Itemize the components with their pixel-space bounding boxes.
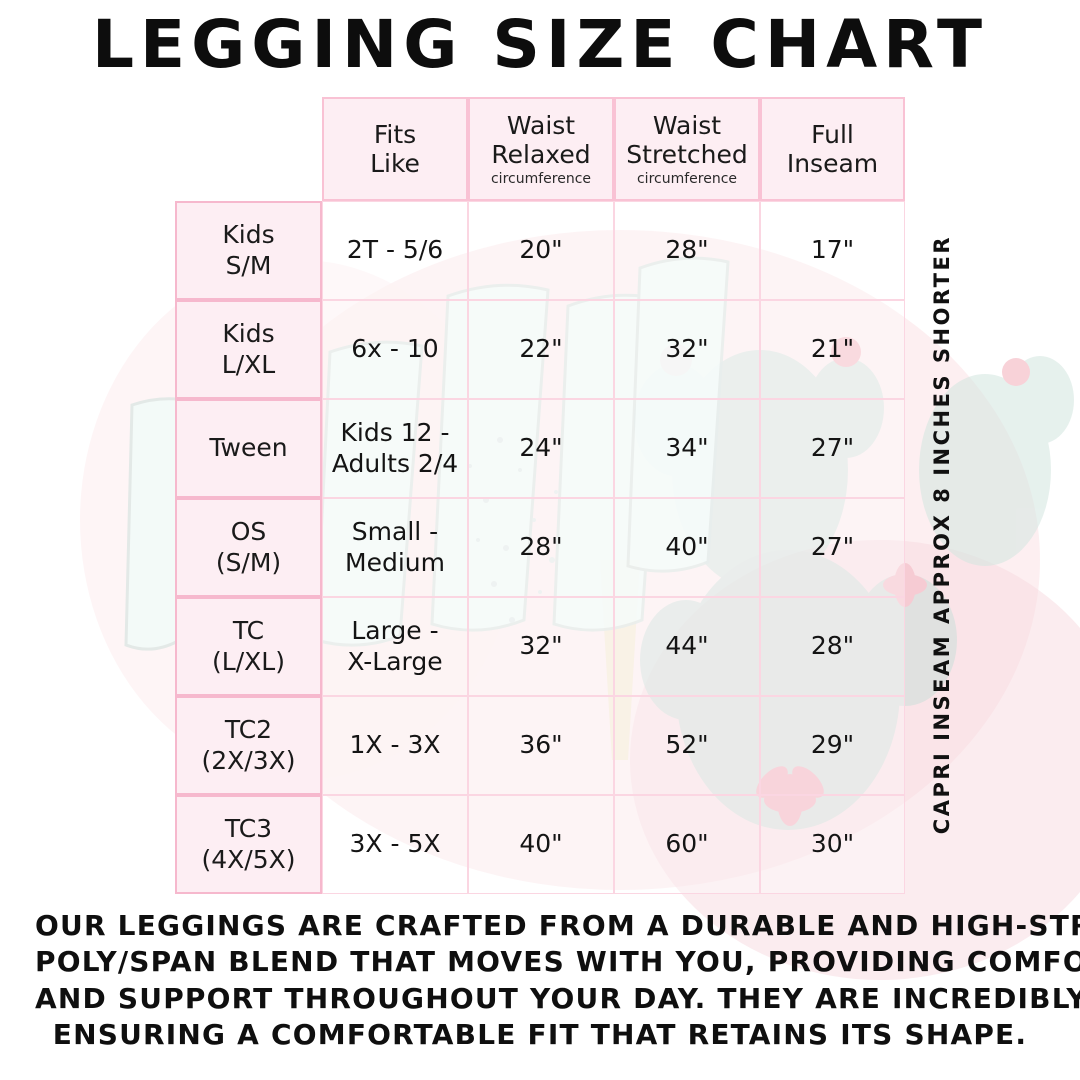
cell-fits-like: Large - X-Large [322,597,468,696]
row-size-label: Tween [175,399,322,498]
size-label-line-1: Kids [222,220,275,249]
cell-fits-like: 3X - 5X [322,795,468,894]
row-size-label: OS (S/M) [175,498,322,597]
cell-full-inseam: 27" [760,498,905,597]
cell-waist-relaxed: 28" [468,498,614,597]
fits-line-1: Kids 12 - [340,418,450,447]
column-header-waist-stretched: Waist Stretched circumference [614,97,760,201]
row-size-label: TC (L/XL) [175,597,322,696]
header-subtext: circumference [490,170,592,187]
size-label-line-1: OS [230,517,267,546]
footer-line-1: OUR LEGGINGS ARE CRAFTED FROM A DURABLE … [35,909,1080,942]
size-label-line-1: Kids [222,319,275,348]
fits-line-2: Medium [345,547,445,577]
header-line-2: Inseam [786,149,879,178]
cell-full-inseam: 29" [760,696,905,795]
size-label-line-1: TC [232,616,265,645]
cell-full-inseam: 27" [760,399,905,498]
cell-full-inseam: 21" [760,300,905,399]
fits-line-1: 6x - 10 [351,334,439,364]
size-label-line-1: TC3 [224,814,273,843]
header-subtext: circumference [636,170,738,187]
cell-waist-stretched: 44" [614,597,760,696]
size-label-line-2: (4X/5X) [201,844,296,874]
fits-line-1: 3X - 5X [349,829,441,859]
table-row: Kids L/XL 6x - 10 22" 32" 21" [175,300,905,399]
capri-inseam-note: CAPRI INSEAM APPROX 8 INCHES SHORTER [916,235,968,834]
row-size-label: TC2 (2X/3X) [175,696,322,795]
cell-waist-stretched: 60" [614,795,760,894]
capri-inseam-note-text: CAPRI INSEAM APPROX 8 INCHES SHORTER [930,235,954,835]
cell-full-inseam: 17" [760,201,905,300]
footer-line-2: POLY/SPAN BLEND THAT MOVES WITH YOU, PRO… [35,945,1080,979]
page-title: LEGGING SIZE CHART [91,6,989,83]
row-size-label: TC3 (4X/5X) [175,795,322,894]
size-label-line-2: (2X/3X) [201,745,296,775]
header-line-1: Waist [652,110,722,140]
column-header-fits-like: Fits Like [322,97,468,201]
column-header-waist-relaxed: Waist Relaxed circumference [468,97,614,201]
cell-fits-like: 1X - 3X [322,696,468,795]
table-header-row: Fits Like Waist Relaxed circumference Wa… [175,97,905,201]
table-row: Tween Kids 12 - Adults 2/4 24" 34" 27" [175,399,905,498]
table-row: Kids S/M 2T - 5/6 20" 28" 17" [175,201,905,300]
cell-waist-stretched: 28" [614,201,760,300]
fits-line-2: Adults 2/4 [331,448,459,478]
fits-line-2: X-Large [347,646,443,676]
cell-waist-relaxed: 36" [468,696,614,795]
size-label-line-1: Tween [209,433,288,463]
cell-waist-stretched: 32" [614,300,760,399]
cell-fits-like: Kids 12 - Adults 2/4 [322,399,468,498]
header-line-2: Relaxed [491,140,591,170]
corner-cell [175,97,322,201]
fits-line-1: Small - [351,517,439,546]
cell-full-inseam: 30" [760,795,905,894]
cell-waist-stretched: 52" [614,696,760,795]
footer-line-3: AND SUPPORT THROUGHOUT YOUR DAY. THEY AR… [35,981,1080,1015]
cell-waist-stretched: 40" [614,498,760,597]
size-label-line-2: S/M [225,250,272,280]
cell-waist-relaxed: 22" [468,300,614,399]
header-line-2: Like [370,149,420,178]
fits-line-1: Large - [351,616,439,645]
table-row: TC (L/XL) Large - X-Large 32" 44" 28" [175,597,905,696]
cell-waist-relaxed: 40" [468,795,614,894]
cell-fits-like: Small - Medium [322,498,468,597]
cell-waist-stretched: 34" [614,399,760,498]
legging-size-chart-table: Fits Like Waist Relaxed circumference Wa… [175,97,905,894]
size-label-line-2: (S/M) [215,547,282,577]
row-size-label: Kids L/XL [175,300,322,399]
size-label-line-2: L/XL [221,349,276,379]
table-row: OS (S/M) Small - Medium 28" 40" 27" [175,498,905,597]
column-header-full-inseam: Full Inseam [760,97,905,201]
footer-line-4: ENSURING A COMFORTABLE FIT THAT RETAINS … [52,1018,1028,1052]
header-line-2: Stretched [626,140,748,170]
header-line-1: Fits [373,119,417,149]
table-row: TC2 (2X/3X) 1X - 3X 36" 52" 29" [175,696,905,795]
size-label-line-1: TC2 [224,715,273,744]
fits-line-1: 1X - 3X [349,730,441,760]
cell-full-inseam: 28" [760,597,905,696]
table-row: TC3 (4X/5X) 3X - 5X 40" 60" 30" [175,795,905,894]
row-size-label: Kids S/M [175,201,322,300]
footer-description: OUR LEGGINGS ARE CRAFTED FROM A DURABLE … [35,908,1080,1054]
header-line-1: Waist [506,110,576,140]
cell-waist-relaxed: 20" [468,201,614,300]
cell-fits-like: 6x - 10 [322,300,468,399]
cell-waist-relaxed: 32" [468,597,614,696]
header-line-1: Full [811,119,854,149]
cell-waist-relaxed: 24" [468,399,614,498]
fits-line-1: 2T - 5/6 [346,235,444,265]
cell-fits-like: 2T - 5/6 [322,201,468,300]
size-label-line-2: (L/XL) [212,646,285,676]
table-body: Kids S/M 2T - 5/6 20" 28" 17" Kids L/XL 6x - 10 2… [175,201,905,894]
